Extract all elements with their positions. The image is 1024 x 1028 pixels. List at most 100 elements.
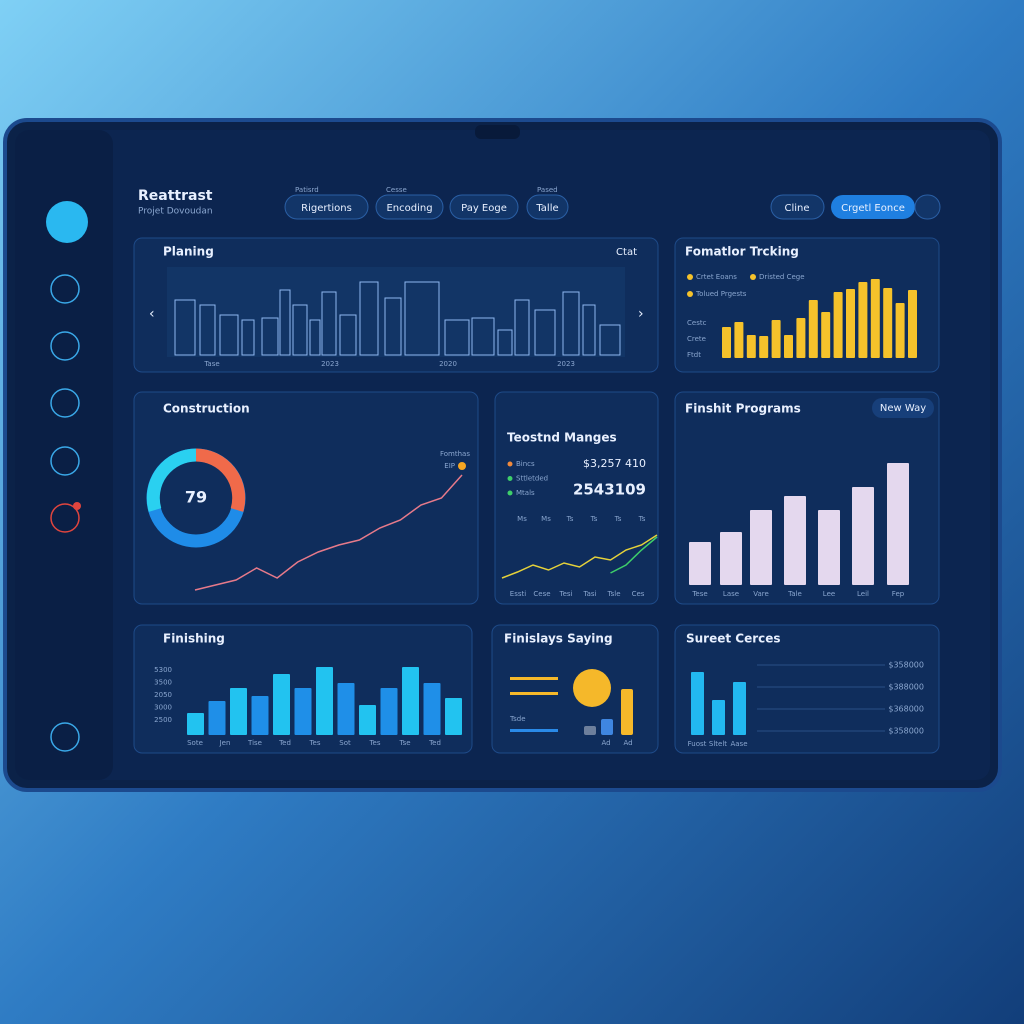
building <box>321 291 337 356</box>
card-title: Planing <box>163 245 214 259</box>
legend-label: Bincs <box>516 460 535 468</box>
bar <box>273 674 290 735</box>
axis-label: Tase <box>203 360 219 368</box>
stat-value: $3,257 410 <box>583 457 646 470</box>
axis-label: Tsle <box>606 590 620 598</box>
bar <box>584 726 596 735</box>
card-title: Construction <box>163 402 250 416</box>
bar <box>423 683 441 735</box>
bar <box>359 705 376 735</box>
card-trends <box>494 391 659 605</box>
axis-label: 2023 <box>321 360 339 368</box>
bar <box>870 279 880 358</box>
button-primary[interactable] <box>831 195 915 219</box>
next-arrow[interactable]: › <box>638 306 644 322</box>
building <box>404 281 440 356</box>
axis-label: Essti <box>510 590 526 598</box>
building <box>444 319 470 356</box>
app-title: Reattrast <box>138 188 213 204</box>
bar <box>208 701 226 735</box>
bar <box>445 698 462 735</box>
bar <box>771 320 781 358</box>
tab-label: Encoding <box>386 203 432 214</box>
nav-item[interactable] <box>50 446 80 476</box>
bar <box>734 322 744 358</box>
row-label: $388000 <box>888 683 924 692</box>
bar <box>621 689 633 735</box>
axis-label: Ad <box>623 739 632 747</box>
nav-item[interactable] <box>50 388 80 418</box>
row-label: Ftdt <box>687 351 701 359</box>
axis-label: Tale <box>787 590 802 598</box>
axis-label: Ts <box>566 515 574 523</box>
bar <box>750 510 772 585</box>
bar <box>908 290 917 358</box>
line-decor <box>510 677 558 680</box>
bar <box>722 327 731 358</box>
tab[interactable] <box>449 194 519 220</box>
nav-item[interactable] <box>50 274 80 304</box>
tab[interactable] <box>375 194 444 220</box>
row-label: Cestc <box>687 319 707 327</box>
axis-label: Tise <box>247 739 262 747</box>
bar <box>808 300 818 358</box>
bar <box>402 667 419 735</box>
building <box>279 289 291 356</box>
annotation: Fomthas <box>440 450 470 458</box>
tab[interactable] <box>526 194 569 220</box>
axis-label: Vare <box>753 590 769 598</box>
bar <box>759 336 769 358</box>
nav-alert[interactable] <box>50 503 80 533</box>
row-label: 5300 <box>154 666 172 674</box>
bar <box>846 289 855 358</box>
button[interactable] <box>872 398 934 418</box>
row-label: $358000 <box>888 727 924 736</box>
tab-caption: Pased <box>537 186 558 194</box>
donut-arc <box>195 448 246 512</box>
bar <box>230 688 247 735</box>
building <box>309 319 321 356</box>
bar <box>887 463 909 585</box>
building <box>219 314 239 356</box>
line-decor <box>510 692 558 695</box>
bar <box>380 688 398 735</box>
nav-item[interactable] <box>50 331 80 361</box>
nav-home[interactable] <box>46 201 88 243</box>
legend-dot <box>507 461 513 467</box>
legend-dot <box>507 490 513 496</box>
skyline-panel <box>167 267 625 357</box>
dropdown[interactable] <box>914 194 941 220</box>
axis-label: Tse <box>398 739 410 747</box>
axis-label: Tese <box>691 590 707 598</box>
card-construction <box>133 391 479 605</box>
link[interactable]: Ctat <box>616 247 637 258</box>
axis-label: Lee <box>823 590 835 598</box>
bar <box>883 288 893 358</box>
tab-label: Pay Eoge <box>461 203 507 214</box>
card-title: Finishing <box>163 632 225 646</box>
button[interactable] <box>770 194 825 220</box>
axis-label: 2023 <box>557 360 575 368</box>
axis-label: Lase <box>723 590 739 598</box>
legend-label: Crtet Eoans <box>696 273 737 281</box>
bar <box>858 282 868 358</box>
row-label: 2050 <box>154 691 172 699</box>
legend-dot <box>687 291 693 297</box>
legend-dot <box>750 274 756 280</box>
prev-arrow[interactable]: ‹ <box>149 306 155 322</box>
axis-label: Jen <box>219 739 231 747</box>
axis-label: Cese <box>533 590 550 598</box>
badge <box>73 502 81 510</box>
card-title: Finislays Saying <box>504 632 613 646</box>
app-subtitle: Projet Dovoudan <box>138 207 213 217</box>
row-label: $358000 <box>888 661 924 670</box>
decor-circle <box>573 669 611 707</box>
bar <box>852 487 874 585</box>
axis-label: Leil <box>857 590 869 598</box>
bar <box>733 682 746 735</box>
sidebar <box>15 130 113 780</box>
tab[interactable] <box>284 194 369 220</box>
nav-bell[interactable] <box>50 722 80 752</box>
building <box>292 304 308 356</box>
label: Tsde <box>509 715 526 723</box>
